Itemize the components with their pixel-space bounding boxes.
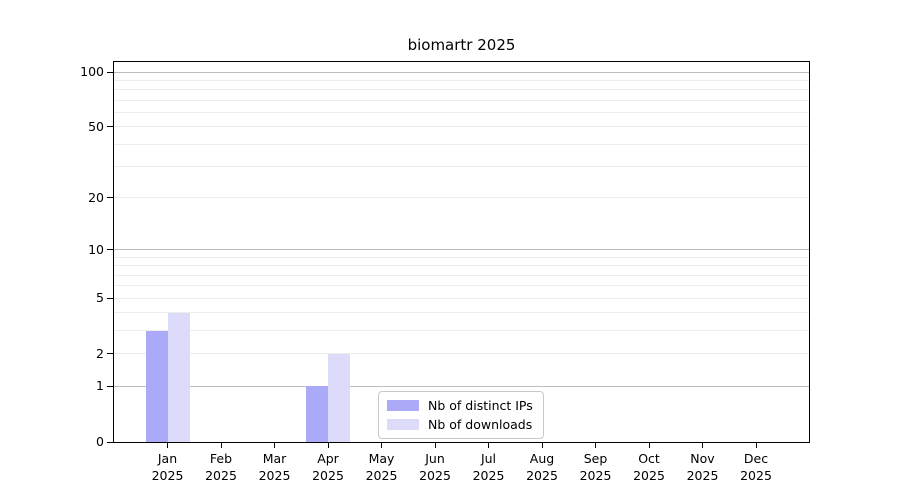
gridline-2 [114, 353, 809, 355]
legend-label-downloads: Nb of downloads [428, 417, 533, 432]
x-tick-year: 2025 [740, 468, 772, 483]
gridline-6 [114, 285, 809, 287]
plot-area: Nb of distinct IPs Nb of downloads [113, 61, 810, 443]
gridline-90 [114, 79, 809, 81]
gridline-20 [114, 197, 809, 199]
x-tick-month: Sep [583, 451, 608, 466]
gridline-5 [114, 297, 809, 299]
gridline-7 [114, 274, 809, 276]
legend-item-distinct-ips: Nb of distinct IPs [387, 398, 533, 413]
x-tick-year: 2025 [526, 468, 558, 483]
x-tick-label-mar: Mar 2025 [242, 450, 308, 484]
x-tick-mark-aug [541, 443, 543, 448]
x-tick-label-jan: Jan 2025 [135, 450, 201, 484]
x-tick-month: Oct [638, 451, 660, 466]
x-tick-label-jul: Jul 2025 [456, 450, 522, 484]
x-tick-month: Apr [317, 451, 339, 466]
y-tick-mark-50 [107, 126, 113, 128]
y-tick-label-100: 100 [80, 64, 104, 79]
legend-label-distinct-ips: Nb of distinct IPs [428, 398, 533, 413]
x-tick-mark-jun [434, 443, 436, 448]
y-tick-label-0: 0 [96, 434, 104, 449]
x-tick-year: 2025 [258, 468, 291, 483]
x-tick-label-oct: Oct 2025 [616, 450, 682, 484]
x-tick-mark-oct [648, 443, 650, 448]
legend-swatch-downloads [387, 419, 419, 430]
gridline-3 [114, 330, 809, 332]
x-tick-month: Jun [425, 451, 445, 466]
gridline-8 [114, 265, 809, 267]
x-tick-label-aug: Aug 2025 [509, 450, 575, 484]
x-tick-mark-may [381, 443, 382, 448]
x-tick-mark-jul [488, 443, 489, 448]
gridline-100 [114, 71, 809, 73]
legend: Nb of distinct IPs Nb of downloads [378, 391, 544, 439]
gridline-50 [114, 126, 809, 128]
y-tick-mark-100 [107, 71, 113, 73]
y-tick-mark-5 [107, 297, 113, 299]
bar-apr-downloads [328, 353, 350, 442]
chart-title: biomartr 2025 [407, 36, 516, 54]
x-tick-month: Jan [157, 451, 178, 466]
bar-apr-distinct-ips [306, 386, 328, 442]
y-tick-label-50: 50 [88, 118, 104, 134]
x-tick-month: Nov [690, 451, 715, 466]
x-tick-label-jun: Jun 2025 [402, 450, 468, 484]
x-tick-mark-dec [755, 443, 757, 448]
x-tick-month: Mar [262, 451, 287, 466]
x-tick-label-may: May 2025 [349, 450, 415, 484]
x-tick-mark-apr [327, 443, 329, 448]
y-tick-mark-10 [107, 249, 113, 251]
gridline-30 [114, 166, 809, 168]
y-tick-mark-0 [107, 441, 113, 443]
x-tick-year: 2025 [419, 468, 451, 483]
x-tick-year: 2025 [312, 468, 344, 483]
y-tick-label-20: 20 [88, 189, 104, 205]
y-tick-label-5: 5 [96, 290, 104, 306]
x-tick-label-nov: Nov 2025 [670, 450, 736, 484]
x-tick-year: 2025 [686, 468, 719, 483]
gridline-70 [114, 99, 809, 101]
x-tick-mark-feb [220, 443, 222, 448]
y-tick-mark-20 [107, 197, 113, 199]
x-tick-month: Dec [743, 451, 769, 466]
x-tick-year: 2025 [633, 468, 665, 483]
y-tick-label-2: 2 [96, 345, 104, 361]
y-tick-mark-1 [107, 385, 113, 387]
x-tick-mark-mar [274, 443, 275, 448]
x-tick-label-dec: Dec 2025 [723, 450, 789, 484]
legend-item-downloads: Nb of downloads [387, 417, 533, 432]
gridline-1 [114, 385, 809, 387]
x-tick-label-feb: Feb 2025 [188, 450, 254, 484]
x-tick-year: 2025 [365, 468, 398, 483]
x-tick-month: Aug [529, 451, 555, 466]
y-tick-mark-2 [107, 353, 113, 355]
x-tick-year: 2025 [151, 468, 184, 483]
gridline-40 [114, 143, 809, 145]
x-tick-label-apr: Apr 2025 [295, 450, 361, 484]
x-tick-mark-sep [595, 443, 596, 448]
x-tick-label-sep: Sep 2025 [563, 450, 629, 484]
gridline-10 [114, 249, 809, 251]
gridline-9 [114, 256, 809, 258]
x-tick-month: May [368, 451, 395, 466]
y-tick-label-1: 1 [96, 378, 104, 394]
x-tick-month: Jul [480, 451, 497, 466]
gridline-60 [114, 111, 809, 113]
x-tick-year: 2025 [205, 468, 237, 483]
gridline-80 [114, 89, 809, 91]
x-tick-year: 2025 [472, 468, 505, 483]
y-tick-label-10: 10 [88, 241, 104, 257]
bar-jan-downloads [167, 312, 190, 442]
legend-swatch-distinct-ips [387, 400, 419, 411]
gridline-4 [114, 312, 809, 314]
bar-jan-distinct-ips [145, 330, 168, 442]
x-tick-mark-jan [167, 443, 168, 448]
x-tick-year: 2025 [579, 468, 612, 483]
x-tick-mark-nov [702, 443, 703, 448]
x-tick-month: Feb [209, 451, 233, 466]
